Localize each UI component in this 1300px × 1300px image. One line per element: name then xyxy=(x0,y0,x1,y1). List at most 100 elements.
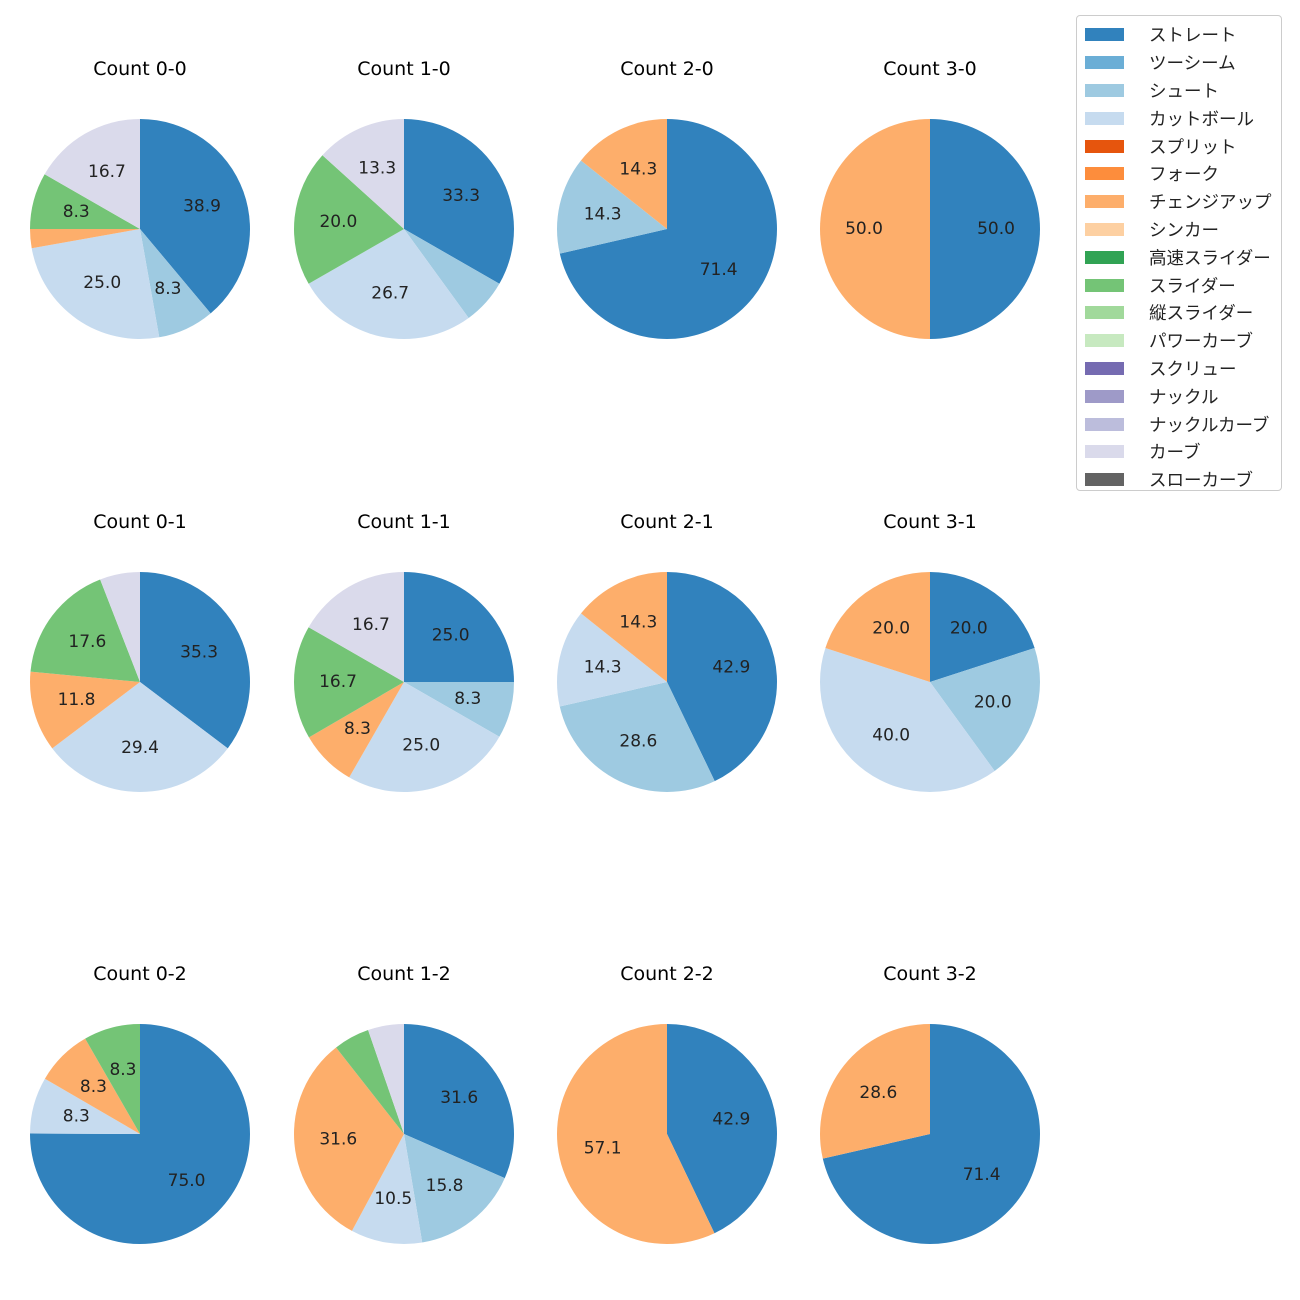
legend-swatch xyxy=(1085,417,1124,431)
slice-ストレート xyxy=(822,1024,1040,1245)
slice-label: 14.3 xyxy=(584,657,622,677)
legend-label: フォーク xyxy=(1149,165,1219,186)
legend-swatch xyxy=(1085,111,1124,125)
slice-label: 16.7 xyxy=(319,672,357,692)
slice-label: 25.0 xyxy=(432,625,470,645)
slice-label: 28.6 xyxy=(619,731,657,751)
legend-item: ナックル xyxy=(1077,382,1281,410)
slice-ストレート xyxy=(404,572,514,682)
legend-swatch xyxy=(1085,167,1124,181)
slice-label: 14.3 xyxy=(619,613,657,633)
legend-swatch xyxy=(1085,389,1124,403)
slice-label: 38.9 xyxy=(183,196,221,216)
legend-label: カットボール xyxy=(1149,109,1254,130)
legend-item: シンカー xyxy=(1077,216,1281,244)
slice-スライダー xyxy=(294,627,404,738)
slice-ストレート xyxy=(140,572,250,749)
legend-label: 縦スライダー xyxy=(1149,304,1254,325)
slice-カットボール xyxy=(351,1134,423,1244)
slice-チェンジアップ xyxy=(30,229,140,249)
slice-label: 14.3 xyxy=(619,160,657,180)
legend-swatch xyxy=(1085,250,1124,264)
slice-シュート xyxy=(404,682,514,737)
slice-チェンジアップ xyxy=(820,119,930,339)
legend-item: 縦スライダー xyxy=(1077,299,1281,327)
pie-title: Count 1-1 xyxy=(357,511,451,533)
slice-ストレート xyxy=(667,1024,777,1234)
legend-swatch xyxy=(1085,28,1124,42)
pie-count-1-1: Count 1-1 25.0 8.3 25.0 8.3 16.7 16.7 xyxy=(294,511,514,792)
slice-label: 8.3 xyxy=(344,719,371,739)
slice-カットボール xyxy=(308,229,469,339)
slice-ストレート xyxy=(559,119,777,339)
slice-ストレート xyxy=(667,572,777,782)
pie-title: Count 2-0 xyxy=(620,58,714,80)
slice-カットボール xyxy=(52,682,228,792)
slice-label: 25.0 xyxy=(83,273,121,293)
legend-label: シンカー xyxy=(1149,220,1219,241)
slice-label: 20.0 xyxy=(872,619,910,639)
pie-count-0-2: Count 0-275.08.38.38.3 xyxy=(29,963,251,1244)
pie-count-2-0: Count 2-0 71.4 14.3 14.3 xyxy=(556,58,777,339)
slice-チェンジアップ xyxy=(556,1024,715,1244)
slice-シュート xyxy=(559,682,715,792)
slice-ストレート xyxy=(404,119,514,284)
slice-label: 42.9 xyxy=(712,1109,750,1129)
slice-ストレート xyxy=(404,1024,514,1179)
slice-label: 14.3 xyxy=(584,204,622,224)
legend-swatch xyxy=(1085,445,1124,459)
slice-label: 17.6 xyxy=(68,632,106,652)
slice-label: 11.8 xyxy=(58,690,96,710)
pie-count-3-0: Count 3-0 50.0 50.0 xyxy=(820,58,1040,339)
slice-カットボール xyxy=(819,648,995,793)
legend-item: スクリュー xyxy=(1077,355,1281,383)
legend-swatch xyxy=(1085,222,1124,236)
pie-title: Count 1-0 xyxy=(357,58,451,80)
slice-チェンジアップ xyxy=(29,671,141,749)
slice-label: 33.3 xyxy=(442,186,480,206)
slice-シュート xyxy=(556,160,667,254)
slice-label: 16.7 xyxy=(88,162,126,182)
slice-チェンジアップ xyxy=(308,682,404,778)
legend-label: ナックルカーブ xyxy=(1149,415,1270,436)
slice-チェンジアップ xyxy=(580,572,667,682)
pie-title: Count 3-1 xyxy=(883,511,977,533)
slice-カーブ xyxy=(44,119,140,229)
slice-シュート xyxy=(404,1134,505,1243)
slice-label: 28.6 xyxy=(859,1083,897,1103)
slice-label: 8.3 xyxy=(154,279,181,299)
slice-チェンジアップ xyxy=(293,1047,404,1231)
slice-スライダー xyxy=(30,579,141,682)
slice-label: 13.3 xyxy=(358,159,396,179)
slice-label: 8.3 xyxy=(80,1077,107,1097)
slice-label: 20.0 xyxy=(319,212,357,232)
slice-label: 31.6 xyxy=(319,1130,357,1150)
slice-スライダー xyxy=(294,155,404,284)
legend-swatch xyxy=(1085,306,1124,320)
legend-item: スプリット xyxy=(1077,132,1281,160)
pie-title: Count 3-0 xyxy=(883,58,977,80)
legend-label: シュート xyxy=(1149,81,1219,102)
legend-item: パワーカーブ xyxy=(1077,327,1281,355)
slice-ストレート xyxy=(140,119,250,314)
legend-label: スプリット xyxy=(1149,137,1237,158)
slice-label: 75.0 xyxy=(168,1171,206,1191)
slice-シュート xyxy=(140,229,211,338)
legend-item: フォーク xyxy=(1077,160,1281,188)
slice-スライダー xyxy=(85,1024,140,1134)
slice-label: 71.4 xyxy=(963,1165,1001,1185)
slice-label: 20.0 xyxy=(974,692,1012,712)
slice-カーブ xyxy=(308,572,404,682)
slice-シュート xyxy=(404,229,500,318)
legend: ストレート ツーシーム シュート カットボール スプリット フォーク チェンジアップ シンカー… xyxy=(1076,15,1282,491)
legend-item: スローカーブ xyxy=(1077,466,1281,494)
slice-チェンジアップ xyxy=(825,572,930,682)
legend-label: チェンジアップ xyxy=(1149,193,1272,214)
legend-item: ストレート xyxy=(1077,21,1281,49)
legend-label: ナックル xyxy=(1149,387,1219,408)
slice-チェンジアップ xyxy=(44,1038,140,1134)
slice-label: 42.9 xyxy=(712,657,750,677)
pie-count-3-1: Count 3-1 20.0 20.0 40.0 20.0 xyxy=(819,511,1040,793)
pie-title: Count 2-1 xyxy=(620,511,714,533)
